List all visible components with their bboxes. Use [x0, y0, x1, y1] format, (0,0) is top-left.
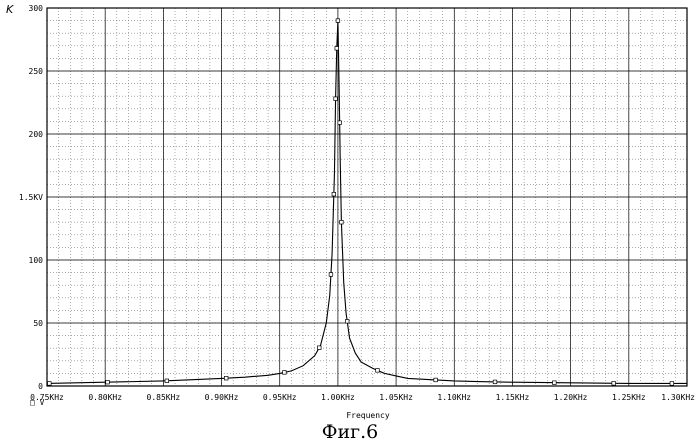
data-point-marker — [670, 382, 674, 386]
y-tick-label: 250 — [29, 67, 44, 76]
data-point-marker — [493, 380, 497, 384]
x-tick-labels: 0.75KHz0.80KHz0.85KHz0.90KHz0.95KHz1.00K… — [30, 393, 695, 402]
data-point-marker — [106, 380, 110, 384]
data-point-marker — [332, 192, 336, 196]
x-tick-label: 0.80KHz — [88, 393, 122, 402]
y-tick-label: 50 — [33, 319, 43, 328]
x-tick-label: 0.85KHz — [147, 393, 181, 402]
data-point-marker — [48, 382, 52, 386]
data-point-marker — [434, 378, 438, 382]
data-point-marker — [376, 369, 380, 373]
data-point-marker — [283, 371, 287, 375]
data-point-marker — [340, 220, 344, 224]
y-tick-label: 300 — [29, 4, 44, 13]
x-tick-label: 0.90KHz — [205, 393, 239, 402]
y-tick-label: 100 — [29, 256, 44, 265]
y-tick-labels: 0 50 100 1.5KV 200 250 300 — [19, 4, 43, 391]
x-tick-label: 1.30KHz — [661, 393, 695, 402]
x-tick-label: 0.95KHz — [263, 393, 297, 402]
data-point-marker — [336, 19, 340, 23]
data-point-marker — [335, 47, 339, 51]
legend-marker: □ V — [30, 398, 45, 407]
data-point-marker — [224, 376, 228, 380]
x-tick-label: 1.25KHz — [612, 393, 646, 402]
data-point-marker — [329, 273, 333, 277]
x-tick-label: 1.20KHz — [554, 393, 588, 402]
data-point-marker — [334, 97, 338, 101]
data-point-marker — [612, 382, 616, 386]
y-tick-label: 1.5KV — [19, 193, 43, 202]
y-tick-label: 0 — [38, 382, 43, 391]
x-axis-label: Frequency — [346, 411, 390, 420]
y-tick-label: 200 — [29, 130, 44, 139]
data-point-marker — [317, 346, 321, 350]
x-tick-label: 1.00KHz — [321, 393, 355, 402]
x-tick-label: 1.10KHz — [437, 393, 471, 402]
series-markers — [48, 19, 674, 385]
figure-caption: Фиг.6 — [0, 421, 700, 443]
y-axis-label: K — [6, 3, 14, 16]
data-point-marker — [338, 121, 342, 125]
data-point-marker — [345, 320, 349, 324]
frequency-response-chart: 0501001.5KV200250300 0.75KHz0.80KHz0.85K… — [0, 0, 700, 420]
data-point-marker — [553, 381, 557, 385]
data-point-marker — [165, 379, 169, 383]
grid — [47, 8, 687, 386]
x-tick-label: 1.05KHz — [379, 393, 413, 402]
x-tick-label: 1.15KHz — [496, 393, 530, 402]
series-line — [47, 21, 687, 384]
